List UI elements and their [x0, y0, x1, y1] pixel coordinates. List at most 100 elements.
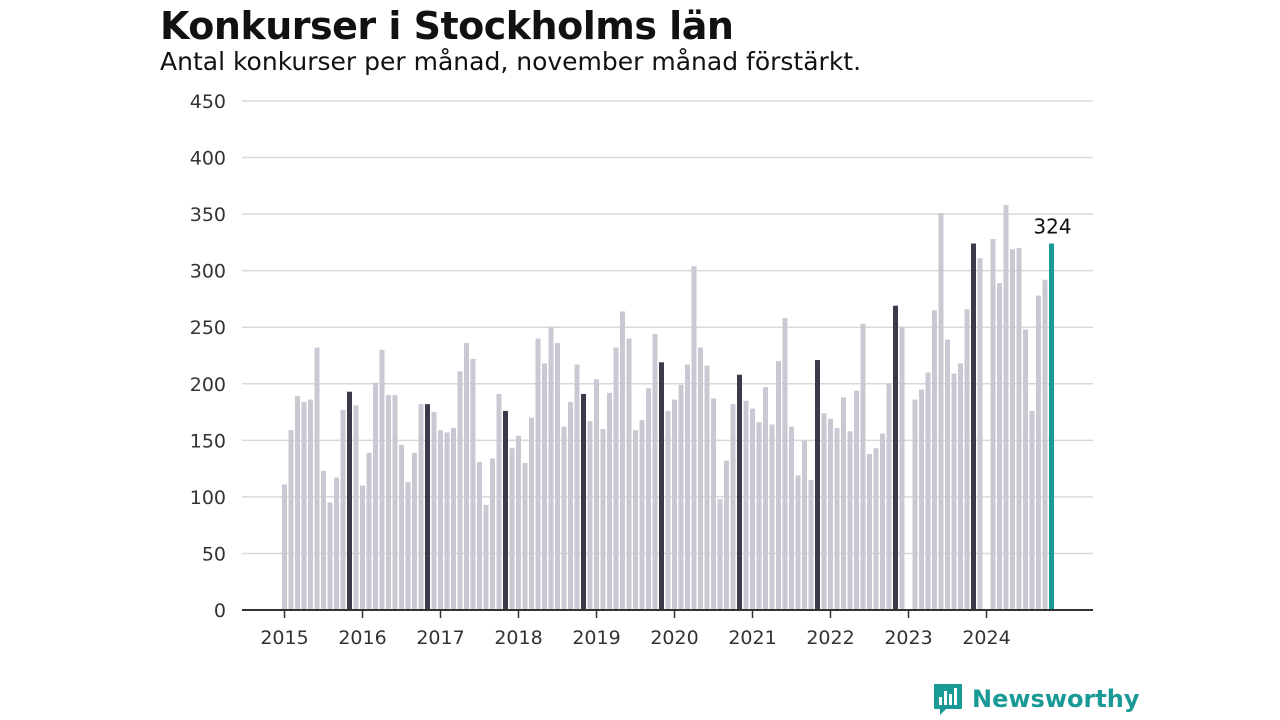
bar [412, 452, 417, 610]
x-tick-label: 2017 [416, 627, 464, 649]
bar [841, 397, 846, 610]
bar [880, 433, 885, 610]
bar-november [425, 404, 430, 610]
bar [756, 422, 762, 610]
bar [860, 323, 866, 610]
bar [867, 453, 872, 610]
bar [730, 404, 736, 610]
bar [782, 318, 788, 610]
bar [386, 395, 391, 610]
bar-november [503, 410, 508, 610]
bar [314, 347, 320, 610]
bar [997, 283, 1002, 610]
bar [945, 339, 950, 610]
bar [470, 358, 476, 610]
bar [444, 432, 450, 610]
bar [633, 430, 638, 610]
brand-name: Newsworthy [972, 685, 1140, 713]
bar [373, 382, 378, 610]
bar [951, 373, 957, 610]
bar [698, 347, 703, 610]
bar [288, 430, 294, 610]
x-tick-label: 2021 [728, 627, 776, 649]
bar-november [581, 393, 586, 610]
y-tick-label: 350 [190, 204, 226, 226]
bar [1029, 410, 1035, 610]
bar [464, 343, 469, 610]
bar [509, 448, 515, 610]
bar [1016, 248, 1022, 611]
bar [379, 349, 385, 610]
bar [490, 458, 495, 610]
bar [795, 475, 801, 610]
bar [295, 396, 300, 610]
bar [308, 399, 313, 610]
bar-november [737, 374, 742, 610]
bar [516, 435, 521, 610]
x-tick-label: 2022 [806, 627, 854, 649]
bar [873, 448, 879, 610]
chart-subtitle: Antal konkurser per månad, november måna… [160, 47, 862, 76]
chart-title: Konkurser i Stockholms län [160, 4, 734, 48]
bar [854, 390, 859, 610]
bar [568, 401, 573, 610]
bar [353, 405, 359, 610]
bar [399, 444, 404, 610]
y-tick-label: 300 [190, 261, 226, 283]
bar [919, 389, 924, 610]
bar-november [347, 391, 352, 610]
bar [964, 309, 970, 610]
bar [418, 404, 424, 610]
bar [685, 364, 690, 610]
bar [451, 427, 456, 610]
bar [1003, 205, 1009, 610]
bar [587, 421, 593, 610]
bar-november [815, 360, 820, 610]
x-tick-label: 2023 [884, 627, 932, 649]
x-tick-label: 2019 [572, 627, 620, 649]
bar [522, 462, 528, 610]
bar [763, 387, 768, 610]
bar [977, 258, 983, 610]
bar [958, 363, 963, 610]
bar [613, 347, 619, 610]
bar [542, 363, 547, 610]
bar [886, 383, 892, 610]
bar [477, 461, 482, 610]
bar [548, 327, 554, 610]
bar [594, 379, 599, 610]
bar [327, 502, 333, 610]
bar [392, 395, 398, 610]
bar [724, 460, 729, 610]
newsworthy-logo-icon [934, 684, 962, 715]
brand-logo: Newsworthy [932, 682, 1140, 716]
bar [828, 418, 833, 610]
bar [678, 384, 684, 610]
bar [360, 485, 365, 610]
bar [808, 479, 814, 610]
bar [750, 408, 755, 610]
bar [607, 392, 612, 610]
bar [334, 477, 339, 610]
bar [821, 413, 827, 610]
x-tick-label: 2015 [260, 627, 308, 649]
y-tick-label: 150 [190, 430, 226, 452]
bar [912, 399, 918, 610]
y-tick-label: 100 [190, 487, 226, 509]
bar [535, 338, 541, 610]
x-tick-label: 2016 [338, 627, 386, 649]
bar [301, 401, 307, 610]
bar [704, 365, 710, 610]
bar [496, 393, 502, 610]
bar [620, 311, 625, 610]
bar [574, 364, 580, 610]
bar [990, 238, 996, 611]
bar [340, 409, 346, 610]
bar [1010, 249, 1015, 611]
bar [639, 419, 645, 610]
bar-november [659, 362, 664, 610]
x-tick-label: 2024 [962, 627, 1010, 649]
bar [600, 429, 606, 610]
bar [925, 372, 931, 610]
y-tick-label: 0 [214, 600, 226, 622]
